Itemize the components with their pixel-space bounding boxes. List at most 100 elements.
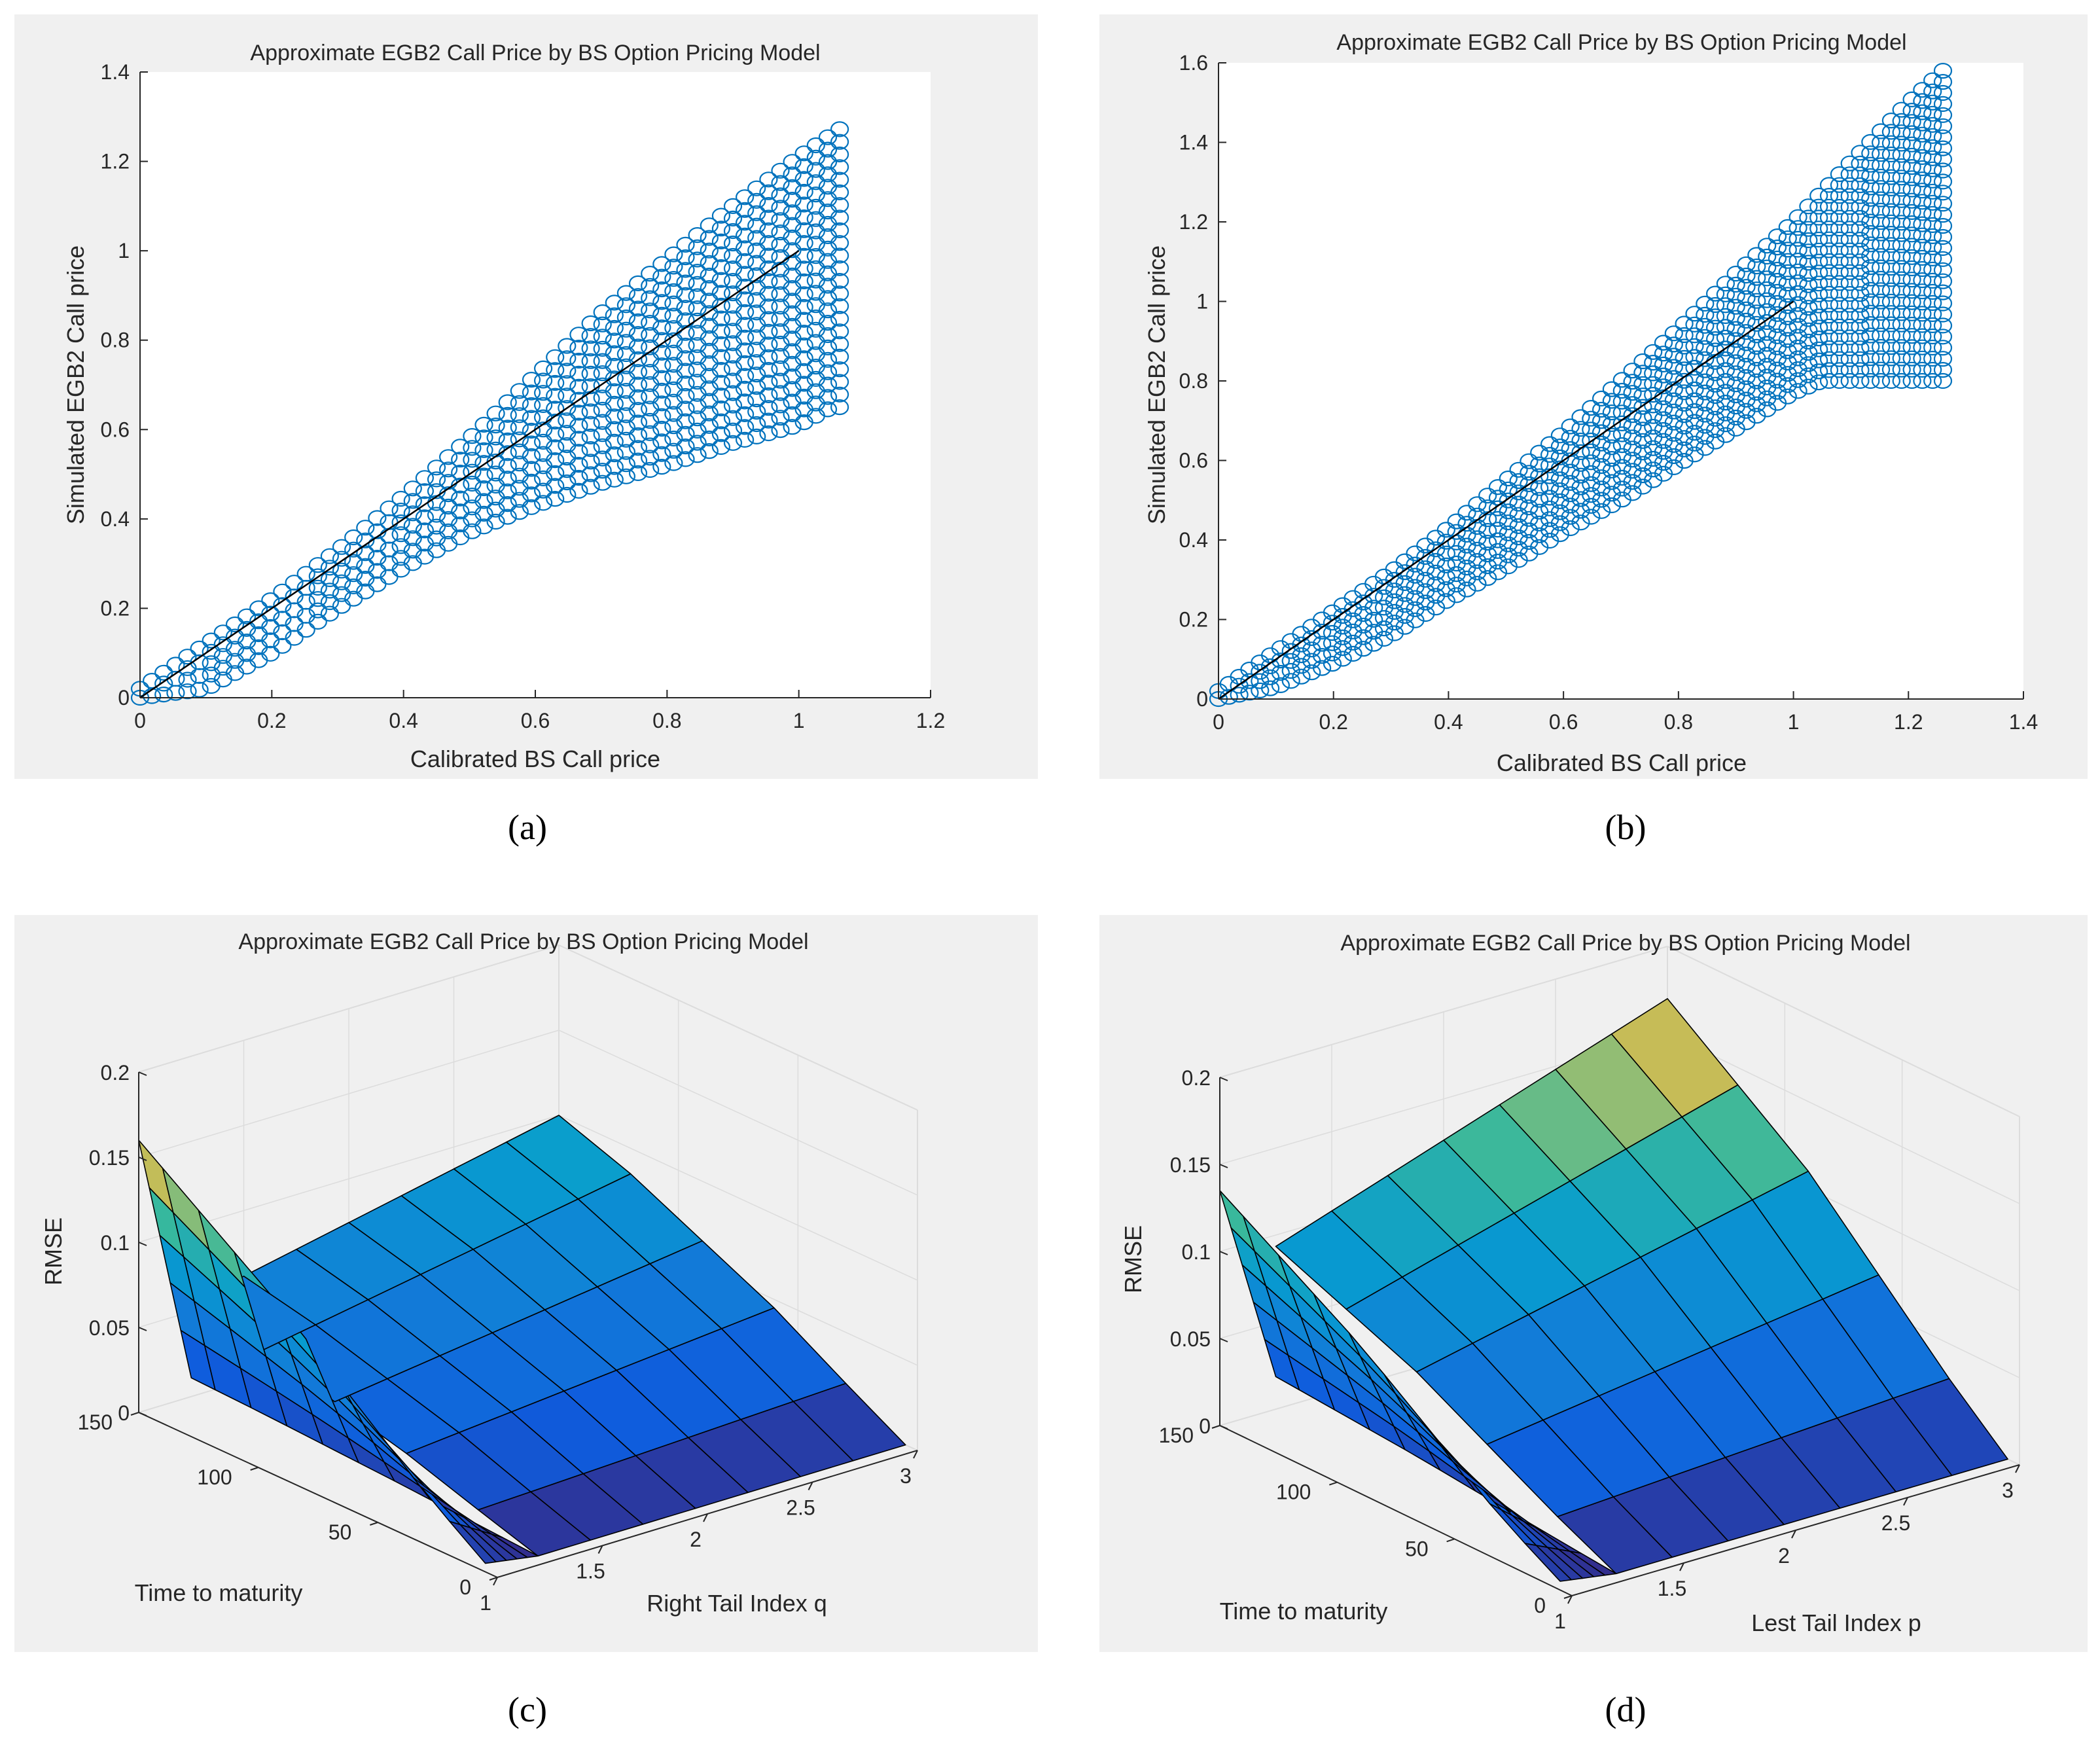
- panel-a-marker: [558, 400, 577, 416]
- panel-b-marker: [1851, 372, 1870, 389]
- panel-b-marker: [1571, 444, 1590, 461]
- panel-a-marker: [344, 554, 363, 570]
- panel-a-marker: [759, 400, 778, 416]
- panel-a-marker: [558, 486, 577, 503]
- panel-b-marker: [1861, 372, 1880, 389]
- panel-a-marker: [747, 342, 766, 358]
- panel-c-z-tick-label: 0.1: [101, 1231, 130, 1255]
- panel-b-marker: [1840, 362, 1859, 378]
- panel-a-marker: [783, 179, 802, 195]
- panel-a-marker: [723, 397, 743, 414]
- panel-d-y-tick: [1446, 1538, 1455, 1543]
- panel-b-marker: [1778, 287, 1797, 303]
- panel-b-marker: [1778, 298, 1797, 314]
- panel-b-marker: [1747, 293, 1766, 309]
- panel-a-marker: [320, 560, 339, 576]
- panel-b-marker: [1861, 338, 1880, 355]
- panel-b-marker: [1602, 393, 1621, 409]
- panel-b-marker: [1809, 341, 1828, 357]
- panel-a-marker: [569, 404, 588, 421]
- panel-a-marker: [616, 468, 636, 484]
- panel-a-marker: [403, 530, 422, 547]
- panel-a-marker: [735, 355, 755, 371]
- panel-b-marker: [1478, 569, 1497, 586]
- panel-a-marker: [320, 548, 339, 564]
- panel-b-marker: [1819, 242, 1839, 259]
- panel-c-surface-patch: [138, 1140, 174, 1213]
- panel-b-marker: [1468, 496, 1487, 512]
- panel-b-marker: [1872, 180, 1891, 196]
- panel-a-marker: [794, 171, 813, 187]
- panel-a-marker: [783, 192, 802, 208]
- panel-c-caption: (c): [508, 1690, 547, 1729]
- panel-a-marker: [676, 451, 695, 467]
- panel-a-marker: [533, 470, 553, 487]
- panel-b-marker: [1778, 242, 1797, 258]
- panel-b-marker: [1881, 327, 1900, 344]
- panel-b-marker: [1819, 198, 1839, 215]
- panel-a-marker: [735, 215, 755, 231]
- panel-a-marker: [641, 266, 660, 282]
- panel-a-marker: [628, 364, 648, 380]
- panel-b-marker: [1633, 353, 1652, 370]
- panel-a-marker: [533, 482, 553, 499]
- panel-a-marker: [747, 217, 766, 234]
- panel-b-marker: [1923, 105, 1942, 122]
- panel-b-marker: [1902, 204, 1921, 220]
- panel-d-z-tick-label: 0: [1199, 1414, 1211, 1438]
- panel-b-marker: [1809, 242, 1828, 259]
- panel-a-marker: [759, 285, 778, 302]
- panel-a-marker: [546, 490, 565, 507]
- panel-a-marker: [723, 223, 743, 240]
- panel-a-marker: [474, 480, 493, 497]
- panel-a-marker: [688, 300, 707, 317]
- panel-a-marker: [830, 273, 849, 289]
- panel-b-marker: [1623, 429, 1642, 446]
- panel-b-marker: [1819, 209, 1839, 226]
- panel-b-marker: [1881, 248, 1900, 264]
- panel-b-marker: [1902, 361, 1921, 378]
- panel-b-marker: [1799, 378, 1818, 395]
- panel-b-marker: [1602, 450, 1621, 467]
- panel-a-marker: [546, 478, 565, 494]
- panel-a-marker: [605, 421, 624, 437]
- panel-a-x-tick-label: 0.2: [257, 709, 286, 732]
- panel-b-marker: [1758, 259, 1777, 276]
- panel-a-marker: [569, 444, 588, 460]
- panel-b-marker: [1520, 476, 1539, 493]
- panel-a-marker: [261, 632, 280, 649]
- panel-b-marker: [1840, 199, 1859, 215]
- panel-b-marker: [1468, 507, 1487, 524]
- panel-a-marker: [830, 159, 849, 175]
- panel-b-marker: [1758, 303, 1777, 319]
- panel-a-marker: [368, 510, 387, 526]
- panel-a-marker: [273, 637, 292, 654]
- panel-a-marker: [688, 276, 707, 292]
- panel-b-marker: [1623, 385, 1642, 401]
- panel-b-marker: [1872, 123, 1891, 139]
- panel-b-marker: [1789, 285, 1807, 301]
- panel-b-marker: [1582, 443, 1601, 459]
- panel-a-marker: [806, 236, 825, 252]
- panel-a-marker: [771, 385, 790, 401]
- panel-a-marker: [711, 374, 731, 391]
- panel-a-marker: [723, 235, 743, 252]
- panel-b-marker: [1902, 103, 1921, 119]
- panel-b-marker: [1861, 259, 1880, 276]
- panel-b-marker: [1230, 687, 1249, 703]
- panel-b-marker: [1312, 660, 1332, 676]
- panel-b-marker: [1592, 413, 1611, 429]
- panel-b-marker: [1892, 215, 1911, 231]
- panel-a-marker: [569, 339, 588, 356]
- panel-b-marker: [1861, 327, 1880, 344]
- panel-b-marker: [1436, 557, 1455, 574]
- panel-b-marker: [1892, 282, 1911, 298]
- panel-c-y-axis: [138, 1412, 498, 1578]
- panel-b-marker: [1861, 236, 1880, 253]
- panel-a-marker: [296, 565, 315, 582]
- panel-a-marker: [510, 431, 529, 448]
- panel-a-marker: [830, 197, 849, 213]
- panel-b-marker: [1933, 218, 1953, 234]
- panel-a-marker: [700, 217, 719, 234]
- panel-a-marker: [593, 340, 612, 357]
